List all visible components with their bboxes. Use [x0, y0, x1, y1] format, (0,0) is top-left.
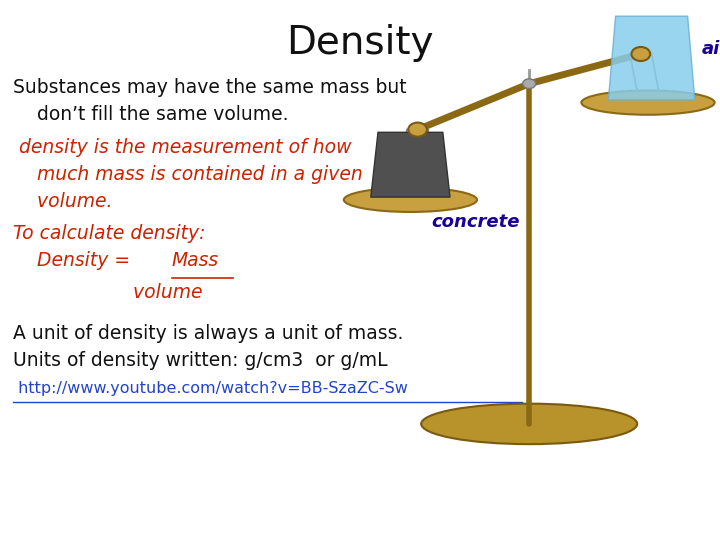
Text: Density: Density	[287, 24, 433, 62]
Circle shape	[523, 79, 536, 89]
Text: Mass: Mass	[172, 251, 219, 270]
Text: density is the measurement of how: density is the measurement of how	[13, 138, 351, 157]
Text: http://www.youtube.com/watch?v=BB-SzaZC-Sw: http://www.youtube.com/watch?v=BB-SzaZC-…	[13, 381, 408, 396]
Circle shape	[408, 123, 427, 137]
Ellipse shape	[344, 188, 477, 212]
Text: Units of density written: g/cm3  or g/mL: Units of density written: g/cm3 or g/mL	[13, 351, 387, 370]
Text: Substances may have the same mass but: Substances may have the same mass but	[13, 78, 407, 97]
Text: don’t fill the same volume.: don’t fill the same volume.	[13, 105, 289, 124]
Polygon shape	[608, 16, 695, 100]
Text: Density =: Density =	[13, 251, 136, 270]
Text: volume: volume	[13, 284, 202, 302]
Ellipse shape	[582, 90, 714, 115]
Text: volume.: volume.	[13, 192, 112, 211]
Text: A unit of density is always a unit of mass.: A unit of density is always a unit of ma…	[13, 324, 403, 343]
Circle shape	[631, 47, 650, 61]
Text: concrete: concrete	[431, 213, 519, 231]
Text: To calculate density:: To calculate density:	[13, 224, 205, 243]
Text: much mass is contained in a given: much mass is contained in a given	[13, 165, 363, 184]
Polygon shape	[371, 132, 450, 197]
Ellipse shape	[421, 404, 637, 444]
Text: air: air	[702, 39, 720, 58]
